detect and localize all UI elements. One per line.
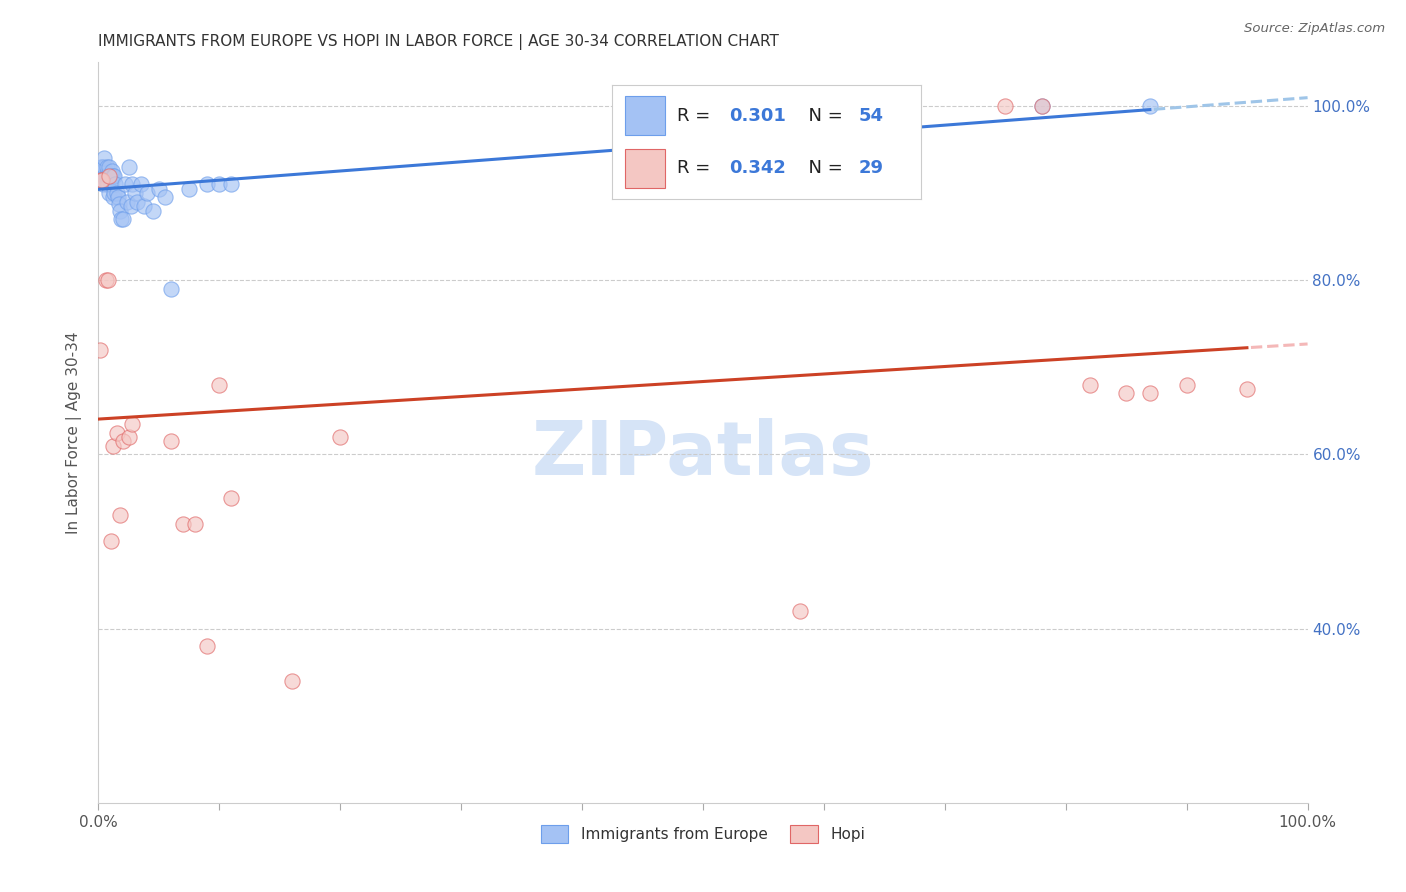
Point [1115, 386, 1137, 401]
Point [98, 186, 121, 200]
Point [994, 99, 1017, 113]
Point [110, 212, 132, 227]
Point [1139, 386, 1161, 401]
Point [1031, 99, 1053, 113]
Point [208, 178, 231, 192]
Point [118, 160, 141, 174]
Point [179, 182, 201, 196]
Point [121, 417, 143, 431]
Point [100, 534, 122, 549]
Point [121, 178, 143, 192]
Point [91, 169, 114, 183]
Point [93, 151, 115, 165]
Point [100, 169, 122, 183]
Point [94, 173, 117, 187]
Text: ZIPatlas: ZIPatlas [531, 418, 875, 491]
Point [127, 194, 149, 209]
Point [160, 434, 183, 449]
Point [208, 377, 231, 392]
Point [98, 169, 121, 183]
Point [96, 169, 118, 183]
Point [124, 186, 146, 200]
Point [94, 273, 117, 287]
Point [108, 196, 131, 211]
Point [111, 434, 134, 449]
Point [91, 160, 114, 174]
Point [1139, 99, 1161, 113]
Point [89, 343, 111, 357]
Point [100, 164, 122, 178]
Point [104, 178, 127, 192]
Y-axis label: In Labor Force | Age 30-34: In Labor Force | Age 30-34 [66, 331, 83, 534]
Point [91, 164, 114, 178]
Point [89, 169, 111, 183]
Point [114, 178, 136, 192]
Point [148, 182, 170, 196]
Point [120, 199, 142, 213]
Point [184, 517, 207, 532]
Point [134, 199, 156, 213]
Point [195, 178, 218, 192]
Point [93, 160, 115, 174]
Point [172, 517, 194, 532]
Point [195, 639, 218, 653]
Point [101, 190, 124, 204]
Legend: Immigrants from Europe, Hopi: Immigrants from Europe, Hopi [533, 818, 873, 851]
Point [160, 282, 183, 296]
Text: Source: ZipAtlas.com: Source: ZipAtlas.com [1244, 22, 1385, 36]
Point [281, 673, 304, 688]
Point [1031, 99, 1053, 113]
Point [129, 178, 152, 192]
Point [100, 178, 122, 192]
Point [118, 430, 141, 444]
Point [1078, 377, 1101, 392]
Point [98, 160, 121, 174]
Point [93, 169, 115, 183]
Point [105, 186, 128, 200]
Point [105, 425, 128, 440]
Point [103, 186, 125, 200]
Point [111, 212, 134, 227]
Point [1175, 377, 1198, 392]
Point [329, 430, 352, 444]
Point [97, 273, 120, 287]
Point [108, 203, 131, 218]
Point [117, 194, 139, 209]
Point [101, 439, 124, 453]
Point [107, 190, 129, 204]
Point [1236, 382, 1258, 396]
Point [153, 190, 176, 204]
Point [101, 169, 124, 183]
Text: IMMIGRANTS FROM EUROPE VS HOPI IN LABOR FORCE | AGE 30-34 CORRELATION CHART: IMMIGRANTS FROM EUROPE VS HOPI IN LABOR … [98, 34, 779, 50]
Point [96, 178, 118, 192]
Point [94, 169, 117, 183]
Point [90, 160, 112, 174]
Point [135, 186, 157, 200]
Point [103, 169, 125, 183]
Point [96, 160, 118, 174]
Point [91, 173, 114, 187]
Point [90, 169, 112, 183]
Point [142, 203, 165, 218]
Point [789, 604, 811, 618]
Point [91, 178, 114, 192]
Point [108, 508, 131, 523]
Point [91, 173, 114, 187]
Point [90, 173, 112, 187]
Point [221, 178, 243, 192]
Point [97, 169, 120, 183]
Point [97, 178, 120, 192]
Point [221, 491, 243, 505]
